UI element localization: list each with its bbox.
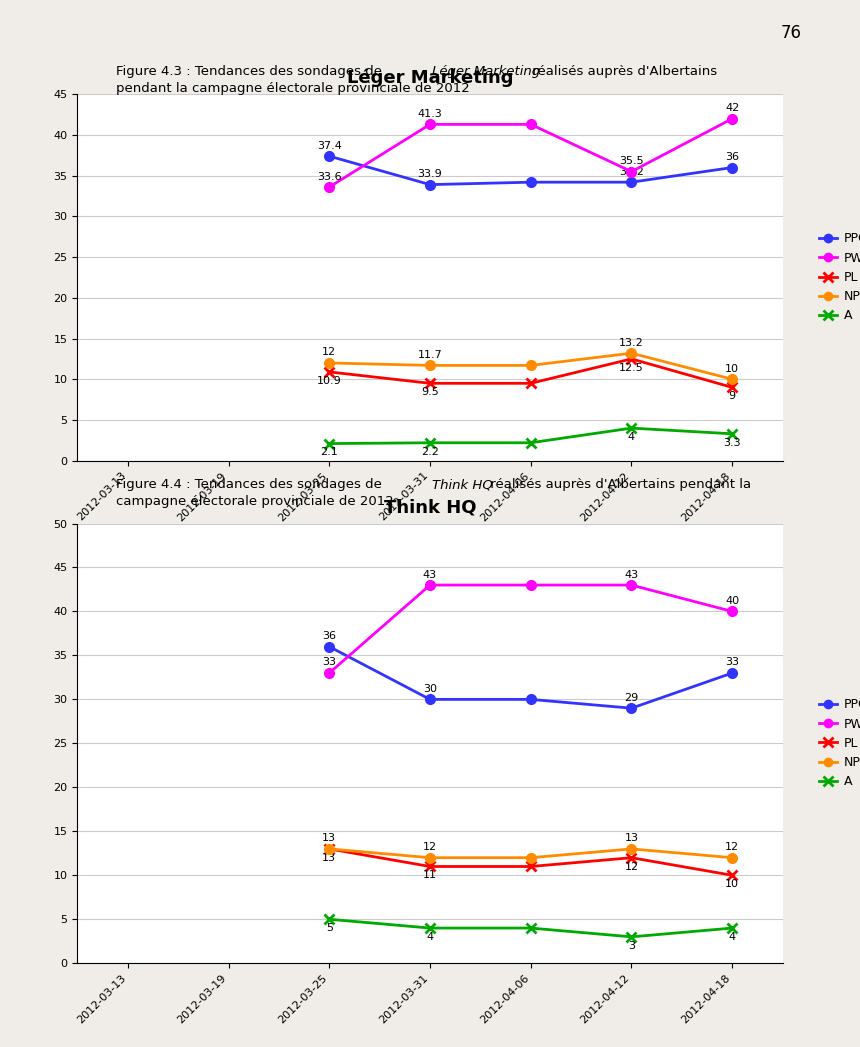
Title: Think HQ: Think HQ: [384, 498, 476, 516]
Text: 37.4: 37.4: [316, 140, 341, 151]
Text: 3: 3: [628, 941, 635, 951]
Text: 36: 36: [322, 631, 336, 641]
Text: 9: 9: [728, 392, 736, 401]
Text: 12: 12: [624, 862, 638, 871]
Text: 33: 33: [322, 658, 336, 667]
Text: 4: 4: [628, 432, 635, 442]
Text: 4: 4: [728, 932, 736, 942]
Title: Léger Marketing: Léger Marketing: [347, 69, 513, 87]
Text: 36: 36: [725, 152, 740, 162]
Text: Figure 4.4 : Tendances des sondages de: Figure 4.4 : Tendances des sondages de: [116, 478, 386, 491]
Text: 11: 11: [423, 870, 437, 881]
Text: 35.5: 35.5: [619, 156, 644, 166]
Text: 2.2: 2.2: [421, 447, 439, 456]
Text: 76: 76: [781, 24, 802, 42]
Text: 12: 12: [423, 842, 437, 852]
Text: 5: 5: [326, 923, 333, 933]
Text: 10: 10: [725, 879, 740, 889]
Text: 33: 33: [725, 658, 740, 667]
Text: campagne électorale provinciale de 2012: campagne électorale provinciale de 2012: [116, 495, 394, 508]
Text: 43: 43: [423, 570, 437, 579]
Text: 42: 42: [725, 103, 740, 113]
Text: 34.2: 34.2: [619, 166, 644, 177]
Text: 3.3: 3.3: [723, 438, 741, 448]
Text: 30: 30: [423, 684, 437, 694]
Text: 13: 13: [322, 833, 336, 843]
Text: 12: 12: [322, 348, 336, 357]
Text: 9.5: 9.5: [421, 387, 439, 397]
Text: 10.9: 10.9: [316, 376, 341, 385]
Legend: PPC, PW, PL, NPD, A: PPC, PW, PL, NPD, A: [814, 227, 860, 328]
Text: 11.7: 11.7: [418, 350, 442, 360]
Legend: PPC, PW, PL, NPD, A: PPC, PW, PL, NPD, A: [814, 693, 860, 794]
Text: pendant la campagne électorale provinciale de 2012: pendant la campagne électorale provincia…: [116, 82, 470, 94]
Text: 12.5: 12.5: [619, 362, 644, 373]
Text: 40: 40: [725, 596, 740, 606]
Text: 33.9: 33.9: [418, 169, 442, 179]
Text: 10: 10: [725, 363, 740, 374]
Text: 4: 4: [427, 932, 433, 942]
Text: 13: 13: [624, 833, 638, 843]
Text: 2.1: 2.1: [321, 447, 338, 458]
Text: 33.6: 33.6: [317, 172, 341, 181]
Text: Think HQ: Think HQ: [432, 478, 493, 491]
Text: 29: 29: [624, 693, 639, 703]
Text: 41.3: 41.3: [418, 109, 442, 118]
Text: Figure 4.3 : Tendances des sondages de: Figure 4.3 : Tendances des sondages de: [116, 65, 386, 77]
Text: 13: 13: [322, 853, 336, 863]
Text: Léger Marketing: Léger Marketing: [432, 65, 540, 77]
Text: 13.2: 13.2: [619, 337, 644, 348]
Text: 43: 43: [624, 570, 638, 579]
Text: réalisés auprès d'Albertains pendant la: réalisés auprès d'Albertains pendant la: [486, 478, 751, 491]
Text: 12: 12: [725, 842, 740, 852]
Text: réalisés auprès d'Albertains: réalisés auprès d'Albertains: [528, 65, 717, 77]
